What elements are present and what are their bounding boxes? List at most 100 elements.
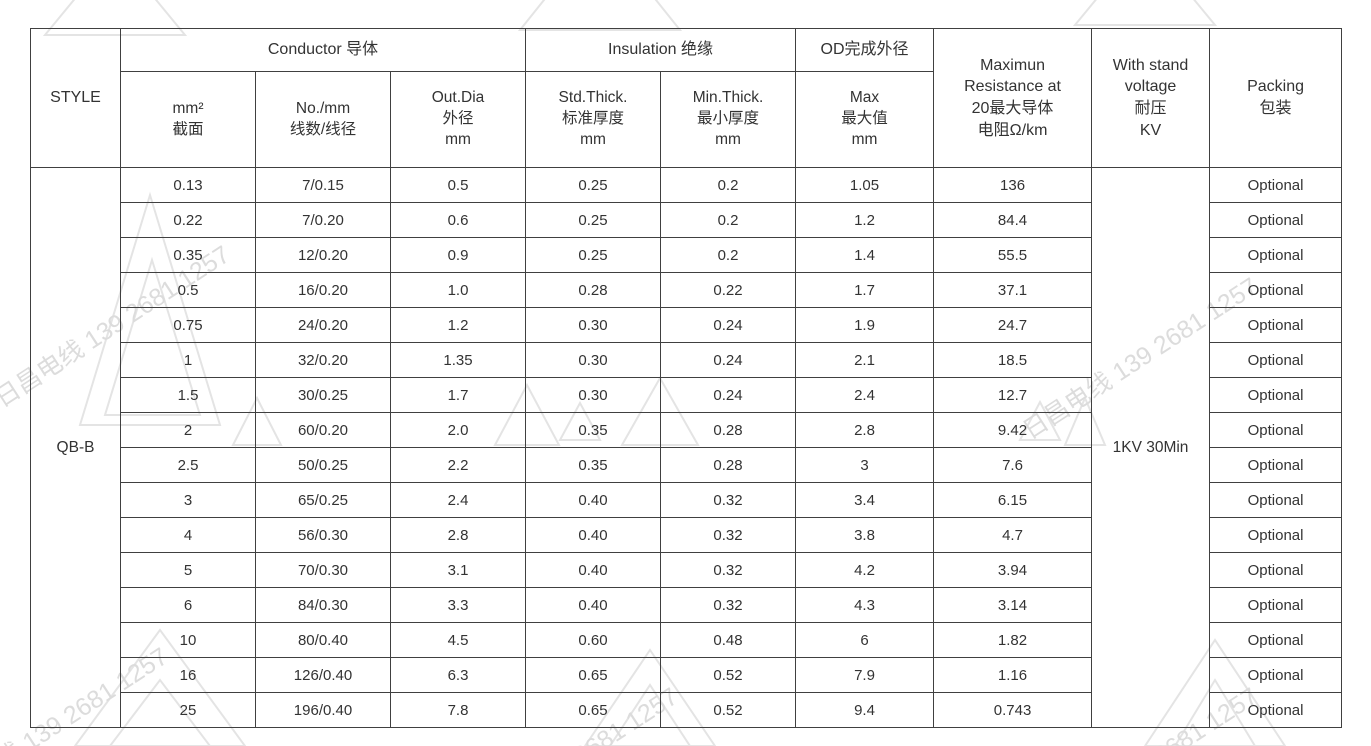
cell-mm2: 0.13 bbox=[120, 167, 256, 203]
cell-std-thick: 0.40 bbox=[525, 482, 662, 518]
cell-min-thick: 0.24 bbox=[660, 342, 797, 378]
voltage-value-cell: 1KV 30Min bbox=[1091, 167, 1211, 728]
cell-no-mm: 70/0.30 bbox=[255, 552, 391, 588]
cell-resistance: 18.5 bbox=[933, 342, 1093, 378]
cell-min-thick: 0.28 bbox=[660, 447, 797, 483]
spec-table: STYLE Conductor 导体 Insulation 绝缘 OD完成外径 … bbox=[30, 28, 1343, 728]
cell-od-max: 3 bbox=[795, 447, 935, 483]
cell-resistance: 7.6 bbox=[933, 447, 1093, 483]
cell-packing: Optional bbox=[1209, 412, 1343, 448]
cell-resistance: 6.15 bbox=[933, 482, 1093, 518]
watermark-triangle bbox=[1072, 0, 1218, 26]
col-header-style: STYLE bbox=[30, 28, 121, 168]
cell-no-mm: 65/0.25 bbox=[255, 482, 391, 518]
cell-resistance: 9.42 bbox=[933, 412, 1093, 448]
cell-std-thick: 0.28 bbox=[525, 272, 662, 308]
cell-out-dia: 2.0 bbox=[389, 412, 527, 448]
cell-packing: Optional bbox=[1209, 272, 1343, 308]
cell-no-mm: 60/0.20 bbox=[255, 412, 391, 448]
cell-std-thick: 0.35 bbox=[525, 412, 662, 448]
group-header-od: OD完成外径 bbox=[795, 28, 935, 72]
cell-mm2: 3 bbox=[120, 482, 256, 518]
cell-packing: Optional bbox=[1209, 587, 1343, 623]
cell-std-thick: 0.40 bbox=[525, 587, 662, 623]
cell-no-mm: 80/0.40 bbox=[255, 622, 391, 658]
cell-no-mm: 7/0.20 bbox=[255, 202, 391, 238]
cell-od-max: 1.05 bbox=[795, 167, 935, 203]
cell-mm2: 0.75 bbox=[120, 307, 256, 343]
col-header-od-max: Max 最大值 mm bbox=[795, 71, 935, 168]
cell-min-thick: 0.2 bbox=[660, 167, 797, 203]
cell-min-thick: 0.24 bbox=[660, 377, 797, 413]
cell-no-mm: 84/0.30 bbox=[255, 587, 391, 623]
cell-mm2: 0.22 bbox=[120, 202, 256, 238]
cell-mm2: 10 bbox=[120, 622, 256, 658]
cell-std-thick: 0.65 bbox=[525, 692, 662, 728]
cell-out-dia: 4.5 bbox=[389, 622, 527, 658]
cell-resistance: 84.4 bbox=[933, 202, 1093, 238]
cell-no-mm: 56/0.30 bbox=[255, 517, 391, 553]
cell-no-mm: 16/0.20 bbox=[255, 272, 391, 308]
cell-no-mm: 126/0.40 bbox=[255, 657, 391, 693]
cell-resistance: 1.82 bbox=[933, 622, 1093, 658]
group-header-conductor: Conductor 导体 bbox=[119, 28, 527, 72]
cell-std-thick: 0.30 bbox=[525, 377, 662, 413]
cell-out-dia: 2.8 bbox=[389, 517, 527, 553]
col-header-voltage: With stand voltage 耐压 KV bbox=[1091, 28, 1211, 168]
cell-packing: Optional bbox=[1209, 202, 1343, 238]
cell-mm2: 0.35 bbox=[120, 237, 256, 273]
cell-packing: Optional bbox=[1209, 552, 1343, 588]
cell-od-max: 1.9 bbox=[795, 307, 935, 343]
cell-od-max: 2.4 bbox=[795, 377, 935, 413]
cell-min-thick: 0.52 bbox=[660, 657, 797, 693]
cell-min-thick: 0.32 bbox=[660, 482, 797, 518]
table-container: STYLE Conductor 导体 Insulation 绝缘 OD完成外径 … bbox=[30, 28, 1343, 728]
cell-od-max: 6 bbox=[795, 622, 935, 658]
cell-std-thick: 0.30 bbox=[525, 307, 662, 343]
cell-min-thick: 0.24 bbox=[660, 307, 797, 343]
cell-min-thick: 0.28 bbox=[660, 412, 797, 448]
cell-no-mm: 7/0.15 bbox=[255, 167, 391, 203]
cell-std-thick: 0.65 bbox=[525, 657, 662, 693]
cell-od-max: 4.2 bbox=[795, 552, 935, 588]
cell-packing: Optional bbox=[1209, 342, 1343, 378]
cell-out-dia: 2.4 bbox=[389, 482, 527, 518]
cell-packing: Optional bbox=[1209, 692, 1343, 728]
cell-mm2: 1 bbox=[120, 342, 256, 378]
cell-packing: Optional bbox=[1209, 167, 1343, 203]
cell-out-dia: 2.2 bbox=[389, 447, 527, 483]
cell-std-thick: 0.25 bbox=[525, 167, 662, 203]
cell-mm2: 2.5 bbox=[120, 447, 256, 483]
cell-min-thick: 0.22 bbox=[660, 272, 797, 308]
cell-mm2: 2 bbox=[120, 412, 256, 448]
cell-resistance: 37.1 bbox=[933, 272, 1093, 308]
cell-std-thick: 0.60 bbox=[525, 622, 662, 658]
cell-no-mm: 50/0.25 bbox=[255, 447, 391, 483]
cell-resistance: 0.743 bbox=[933, 692, 1093, 728]
col-header-out-dia: Out.Dia 外径 mm bbox=[389, 71, 527, 168]
cell-no-mm: 12/0.20 bbox=[255, 237, 391, 273]
table-row: 3 65/0.25 2.4 0.40 0.32 3.4 6.15 Optional bbox=[31, 482, 1343, 518]
cell-od-max: 1.7 bbox=[795, 272, 935, 308]
cell-out-dia: 1.35 bbox=[389, 342, 527, 378]
cell-out-dia: 3.1 bbox=[389, 552, 527, 588]
cell-out-dia: 0.5 bbox=[389, 167, 527, 203]
table-row: 2.5 50/0.25 2.2 0.35 0.28 3 7.6 Optional bbox=[31, 447, 1343, 483]
cell-std-thick: 0.35 bbox=[525, 447, 662, 483]
cell-mm2: 5 bbox=[120, 552, 256, 588]
cell-od-max: 3.4 bbox=[795, 482, 935, 518]
cell-resistance: 1.16 bbox=[933, 657, 1093, 693]
cell-mm2: 25 bbox=[120, 692, 256, 728]
cell-resistance: 136 bbox=[933, 167, 1093, 203]
spec-table-body: QB-B 0.13 7/0.15 0.5 0.25 0.2 1.05 136 1KV 30Min… bbox=[30, 167, 1343, 728]
cell-min-thick: 0.52 bbox=[660, 692, 797, 728]
cell-out-dia: 1.7 bbox=[389, 377, 527, 413]
cell-resistance: 24.7 bbox=[933, 307, 1093, 343]
cell-packing: Optional bbox=[1209, 447, 1343, 483]
header-row-groups: STYLE Conductor 导体 Insulation 绝缘 OD完成外径 … bbox=[30, 28, 1343, 168]
cell-mm2: 0.5 bbox=[120, 272, 256, 308]
cell-out-dia: 0.9 bbox=[389, 237, 527, 273]
col-header-min-thick: Min.Thick. 最小厚度 mm bbox=[660, 71, 797, 168]
cell-od-max: 3.8 bbox=[795, 517, 935, 553]
